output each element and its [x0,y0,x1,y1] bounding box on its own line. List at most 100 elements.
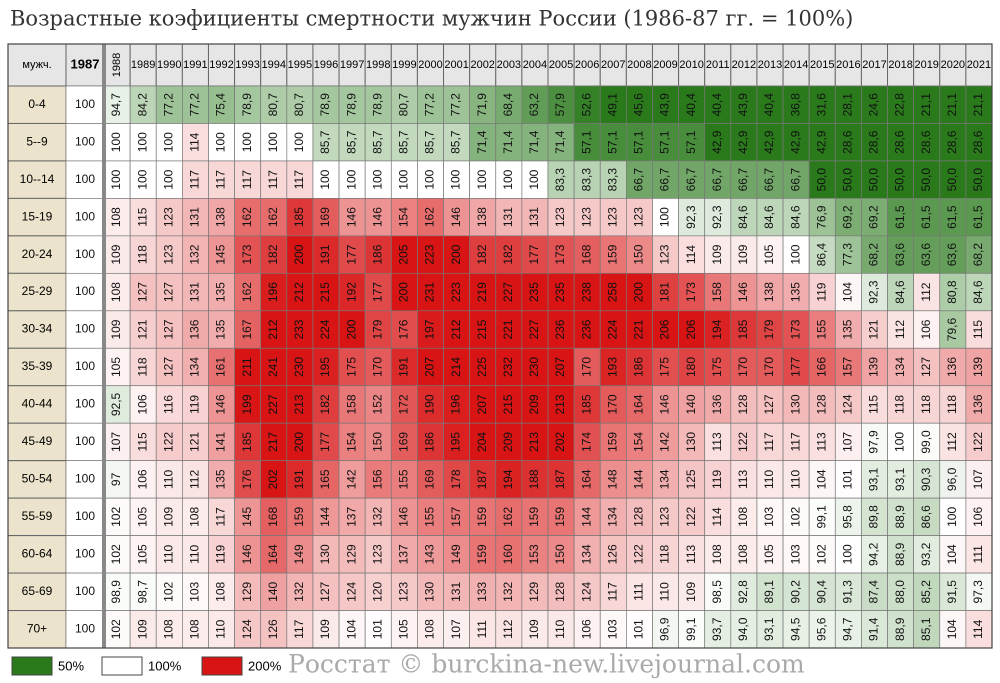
cell-value: 63,6 [893,243,907,267]
cell-value: 96,9 [658,617,672,641]
heat-cell [547,85,575,124]
cell-value: 144 [579,507,593,527]
cell-value: 100 [75,584,95,598]
cell-value: 100 [75,397,95,411]
cell-value: 140 [266,581,280,601]
cell-value: 118 [919,395,933,414]
heat-cell [312,235,340,274]
heat-cell [390,535,418,574]
cell-value: 93,1 [893,467,907,491]
cell-value: 100 [75,509,95,523]
cell-value: 105 [762,244,776,264]
cell-value: 241 [266,357,280,377]
cell-value: 178 [449,469,463,489]
cell-value: 128 [632,507,646,527]
heat-cell [834,123,862,162]
heat-cell [417,123,444,162]
cell-value: 101 [370,619,384,639]
cell-value: 215 [318,282,332,302]
cell-value: 186 [632,357,646,377]
heat-cell [887,272,914,312]
cell-value: 90,2 [788,580,802,604]
cell-value: 167 [240,319,254,339]
cell-value: 169 [423,469,437,489]
heat-cell [390,85,418,124]
cell-value: 132 [292,581,306,601]
cell-value: 225 [475,357,489,377]
heat-cell [599,460,627,499]
cell-value: 104 [841,282,855,302]
heat-cell [65,198,105,237]
cell-value: 117 [240,170,254,189]
column-year: 2003 [497,59,521,71]
heat-cell [129,198,157,237]
row-label: 70+ [27,621,47,635]
cell-value: 146 [370,207,384,227]
cell-value: 200 [292,244,306,264]
cell-value: 206 [658,319,672,339]
heat-cell [965,572,993,611]
cell-value: 119 [188,395,202,414]
cell-value: 136 [188,319,202,339]
heat-cell [861,198,888,237]
cell-value: 117 [292,170,306,189]
cell-value: 119 [710,470,724,489]
cell-value: 145 [240,507,254,527]
cell-value: 100 [397,169,411,189]
cell-value: 84,6 [971,280,985,304]
cell-value: 117 [605,582,619,601]
cell-value: 233 [292,319,306,339]
cell-value: 179 [370,319,384,339]
heat-cell [155,198,183,237]
heat-cell [155,385,183,424]
cell-value: 199 [240,394,254,414]
cell-value: 177 [344,244,358,264]
cell-value: 103 [762,507,776,527]
cell-value: 71,4 [527,130,541,154]
cell-value: 77,2 [423,93,437,117]
cell-value: 110 [553,619,567,638]
heat-cell [182,385,209,424]
heat-cell [312,123,340,162]
cell-value: 85,7 [318,130,332,154]
heat-cell [208,235,235,274]
cell-value: 140 [684,394,698,414]
heat-cell [939,422,967,462]
cell-value: 106 [135,469,149,489]
heat-cell [887,460,914,499]
column-year: 1997 [340,59,364,71]
cell-value: 80,7 [397,93,411,117]
cell-value: 24,6 [867,93,881,117]
cell-value: 91,3 [841,580,855,604]
cell-value: 180 [684,357,698,377]
cell-value: 159 [553,507,567,527]
heat-cell [965,310,993,349]
heat-cell [103,347,131,387]
heat-cell [939,497,967,536]
cell-value: 135 [214,469,228,489]
heat-cell [208,160,235,199]
heat-cell [234,347,262,387]
heat-cell [939,535,967,574]
heat-cell [913,422,941,462]
heat-cell [234,422,262,462]
heat-cell [756,85,784,124]
cell-value: 146 [214,394,228,414]
cell-value: 100 [501,169,515,189]
header-cell [338,43,366,87]
cell-value: 190 [423,394,437,414]
heat-cell [390,235,418,274]
cell-value: 123 [161,207,175,227]
cell-value: 123 [553,207,567,227]
cell-value: 145 [214,244,228,264]
heat-cell [573,497,601,536]
cell-value: 127 [161,357,175,377]
heat-cell [260,235,288,274]
cell-value: 191 [397,357,411,377]
cell-value: 88,9 [893,617,907,641]
cell-value: 124 [344,581,358,601]
cell-value: 131 [188,282,202,302]
heat-cell [65,272,105,312]
cell-value: 230 [292,357,306,377]
heat-cell [573,610,601,649]
